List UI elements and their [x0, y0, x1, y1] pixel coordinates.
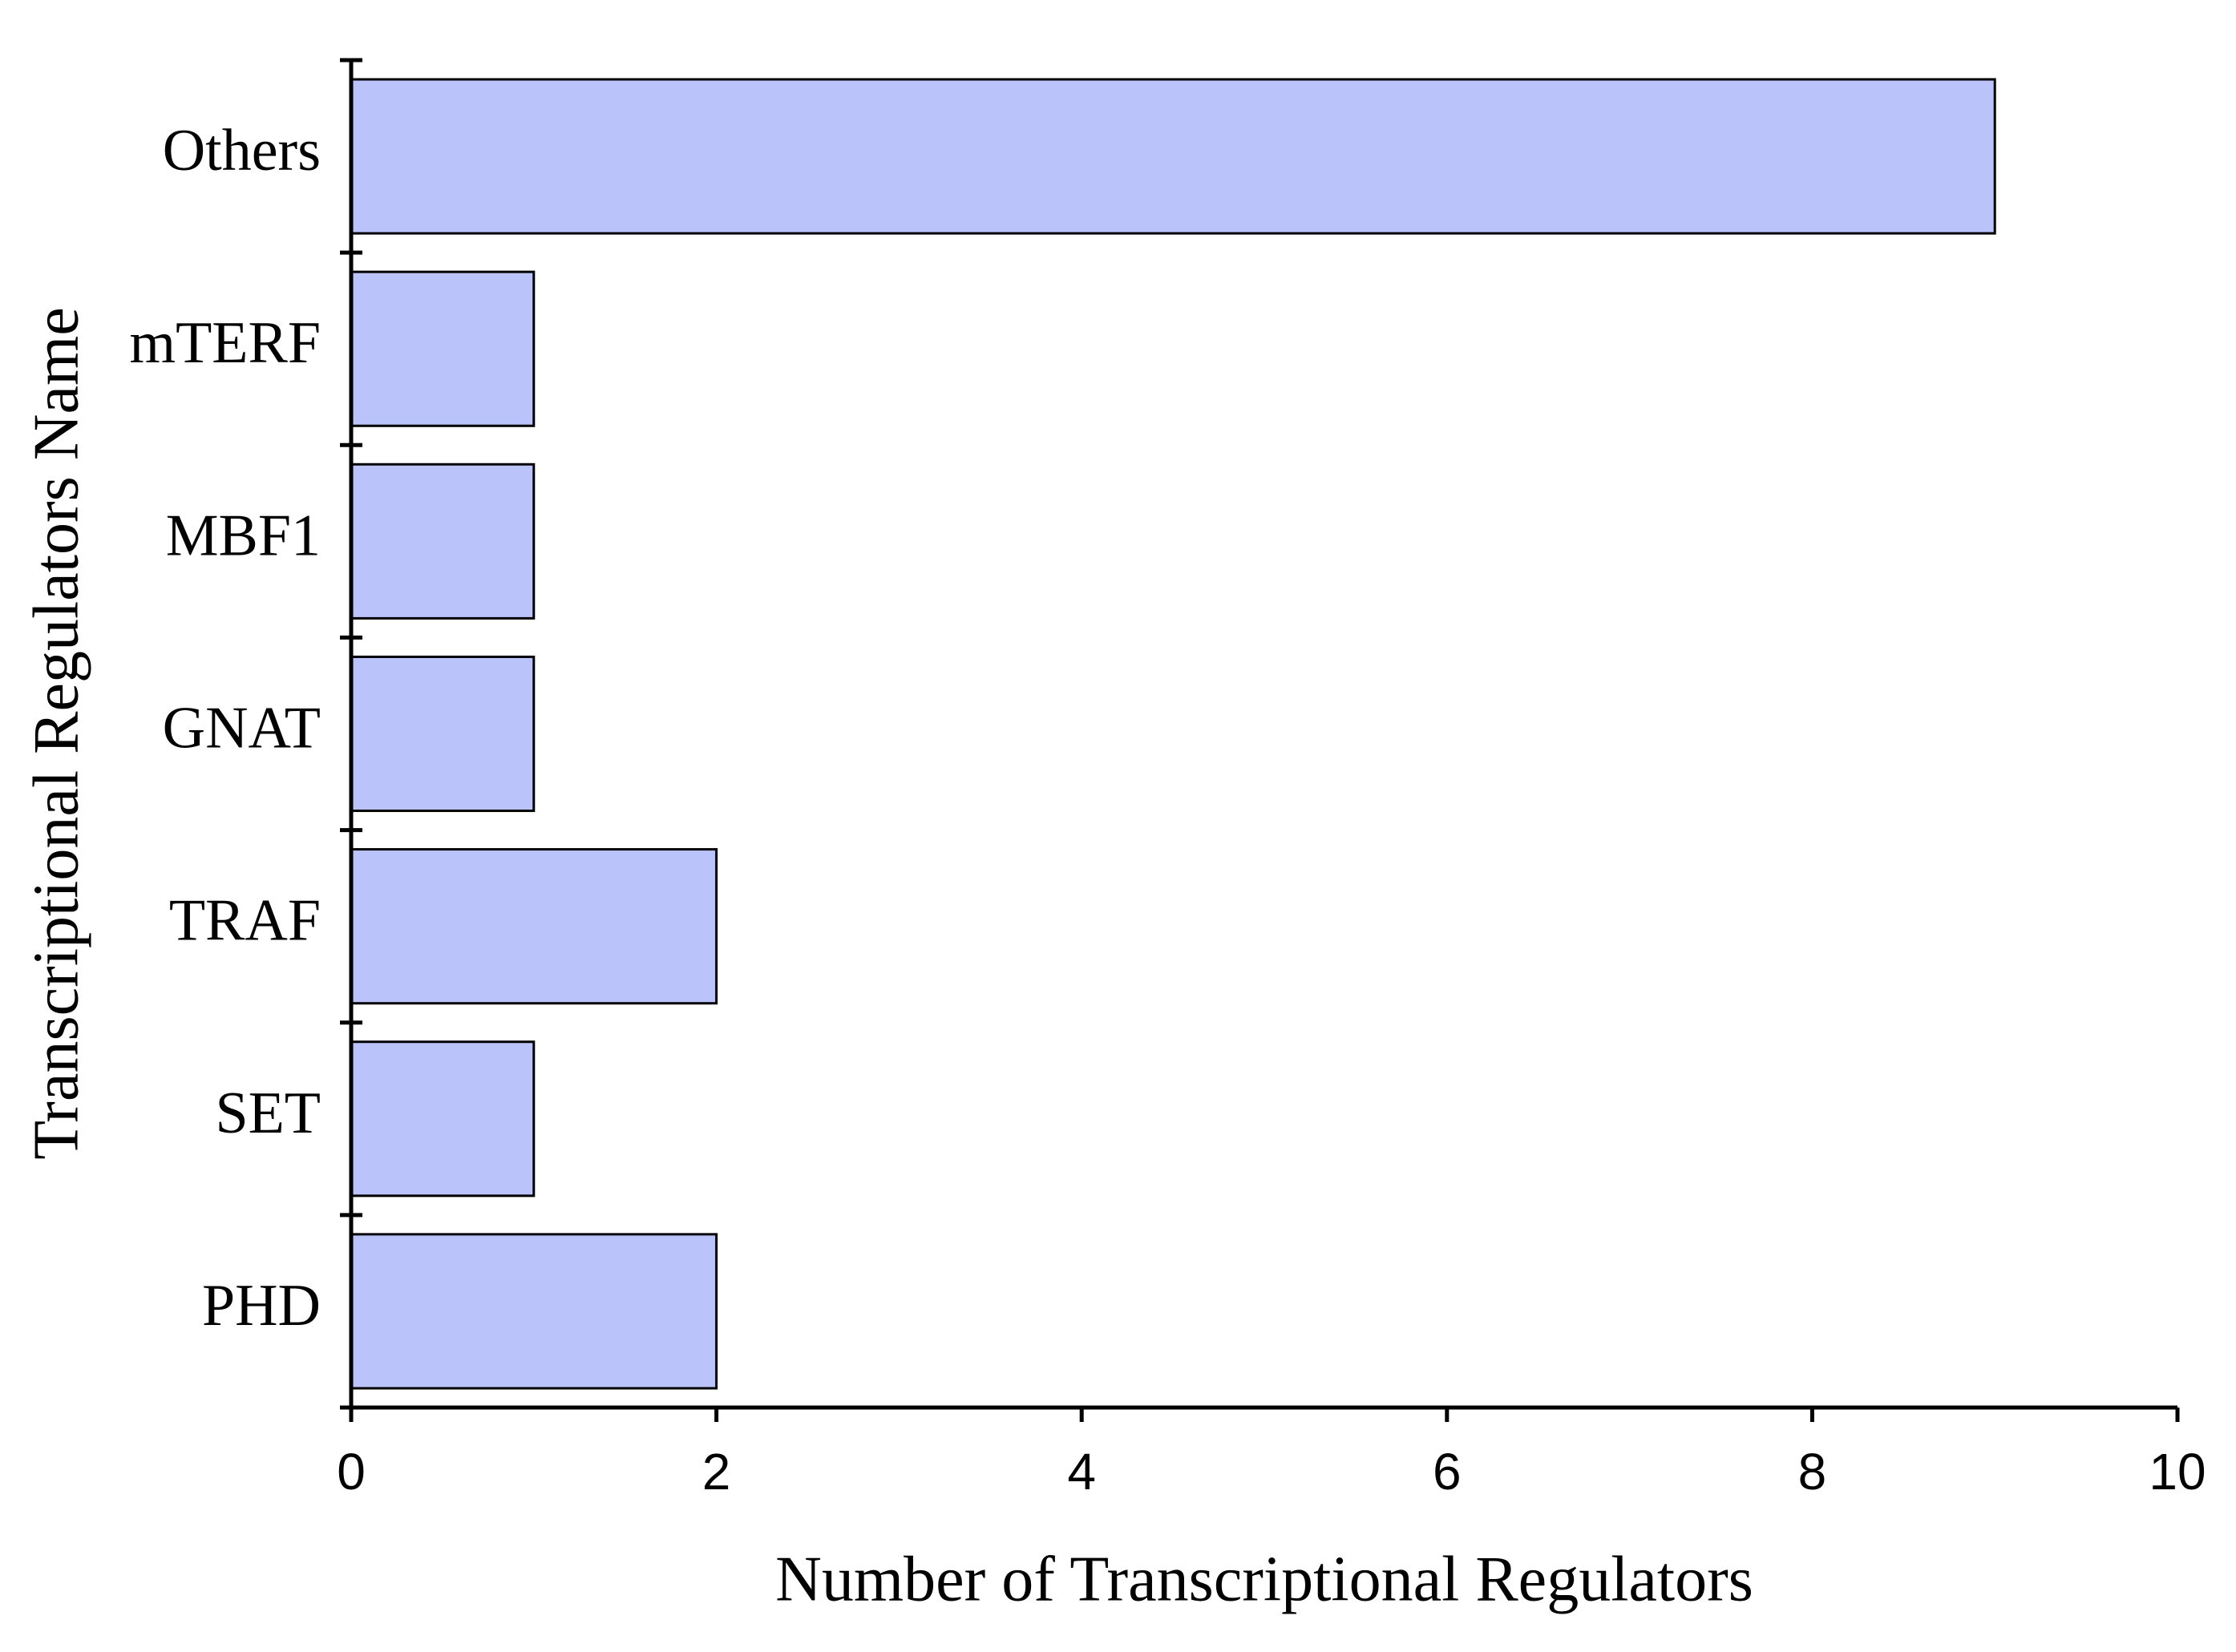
bar	[350, 848, 718, 1005]
bar	[350, 1233, 718, 1390]
y-tick-label: TRAF	[169, 888, 321, 954]
x-tick-label: 8	[1798, 1443, 1827, 1501]
y-tick-label: MBF1	[166, 503, 321, 568]
y-tick-label: SET	[215, 1080, 321, 1146]
bar	[350, 655, 536, 813]
x-tick-label: 4	[1067, 1443, 1096, 1501]
y-axis-title: Transcriptional Regulators Name	[21, 307, 91, 1160]
x-tick-label: 6	[1433, 1443, 1462, 1501]
x-tick-label: 2	[702, 1443, 731, 1501]
y-tick-label: Others	[163, 118, 321, 184]
x-tick-label: 10	[2149, 1443, 2206, 1501]
bar	[350, 270, 536, 427]
bar	[350, 78, 1996, 235]
bar	[350, 1040, 536, 1198]
y-tick-label: mTERF	[130, 310, 321, 376]
x-axis-title: Number of Transcriptional Regulators	[775, 1544, 1753, 1614]
y-tick-label: PHD	[202, 1273, 321, 1339]
x-tick-label: 0	[337, 1443, 366, 1501]
bar	[350, 462, 536, 620]
y-tick-label: GNAT	[163, 695, 321, 761]
